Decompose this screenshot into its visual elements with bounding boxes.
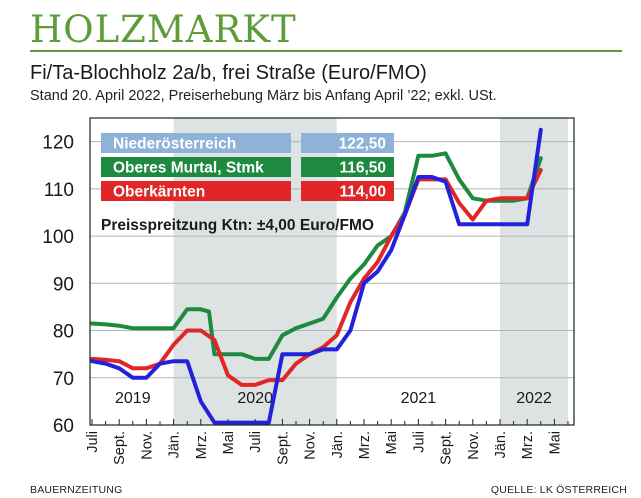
masthead-title: HOLZMARKT [30, 8, 297, 51]
series-lines [90, 127, 543, 425]
x-tick-label: Juli [411, 431, 427, 453]
x-tick-label: Juli [248, 431, 264, 453]
year-label-2021: 2021 [401, 390, 437, 407]
legend-value-2: 114,00 [339, 184, 386, 201]
legend-value-box-2 [301, 181, 394, 201]
x-tick-label: Sept. [112, 431, 128, 465]
x-tick-label: Mai [221, 431, 237, 454]
footer-publisher: BAUERNZEITUNG [30, 484, 123, 496]
x-tick-label: Jän. [493, 431, 509, 458]
legend-label-2: Oberkärnten [113, 184, 205, 201]
legend-label-box-0 [101, 133, 291, 153]
x-tick-label: Juli [85, 431, 101, 453]
chart-title: Fi/Ta-Blochholz 2a/b, frei Straße (Euro/… [30, 62, 427, 84]
x-tick-label: Mrz. [520, 431, 536, 459]
legend-label-box-2 [101, 181, 291, 201]
legend-value-1: 116,50 [339, 160, 386, 177]
y-tick-label-70: 70 [53, 369, 74, 390]
masthead-rule [30, 50, 622, 52]
y-tick-label-120: 120 [42, 133, 74, 154]
legend-label-box-1 [101, 157, 291, 177]
chart-subtitle: Stand 20. April 2022, Preiserhebung März… [30, 88, 497, 104]
y-tick-label-100: 100 [42, 227, 74, 248]
x-tick-label: Mai [384, 431, 400, 454]
year-label-2019: 2019 [115, 390, 151, 407]
x-tick-label: Sept. [275, 431, 291, 465]
y-tick-label-110: 110 [44, 180, 74, 201]
x-tick-label: Nov. [303, 431, 319, 460]
y-tick-label-80: 80 [53, 322, 74, 343]
x-tick-label: Nov. [466, 431, 482, 460]
year-label-2020: 2020 [237, 390, 273, 407]
year-labels: 2019 2020 2021 2022 [115, 390, 552, 407]
x-tick-label: Nov. [139, 431, 155, 460]
x-tick-label: Mrz. [357, 431, 373, 459]
x-tick-label: Jän. [330, 431, 346, 458]
footer-source: QUELLE: LK ÖSTERREICH [490, 484, 627, 496]
x-tick-label: Mai [547, 431, 563, 454]
legend-value-box-0 [301, 133, 394, 153]
x-tick-label: Sept. [439, 431, 455, 465]
series-line-murtal [90, 151, 543, 361]
x-tick-label: Mrz. [194, 431, 210, 459]
series-line-niederoesterreich [90, 127, 543, 425]
y-tick-label-60: 60 [53, 416, 74, 437]
plot-frame [89, 117, 575, 426]
y-tick-label-90: 90 [53, 274, 74, 295]
spread-annotation: Preisspreitzung Ktn: ±4,00 Euro/FMO [101, 217, 374, 234]
legend-label-0: Niederösterreich [113, 136, 236, 153]
legend: Niederösterreich 122,50 Oberes Murtal, Stm… [101, 133, 394, 234]
legend-label-1: Oberes Murtal, Stmk [113, 160, 264, 177]
x-tick-label: Jän. [167, 431, 183, 458]
x-axis-ticks: Juli Sept. Nov. Jän. Mrz. Mai Juli Sept. Nov. Jän… [85, 419, 569, 465]
legend-value-box-1 [301, 157, 394, 177]
legend-value-0: 122,50 [339, 136, 386, 153]
year-label-2022: 2022 [516, 390, 552, 407]
y-axis-ticks: 60 70 80 90 100 110 120 [42, 133, 74, 437]
